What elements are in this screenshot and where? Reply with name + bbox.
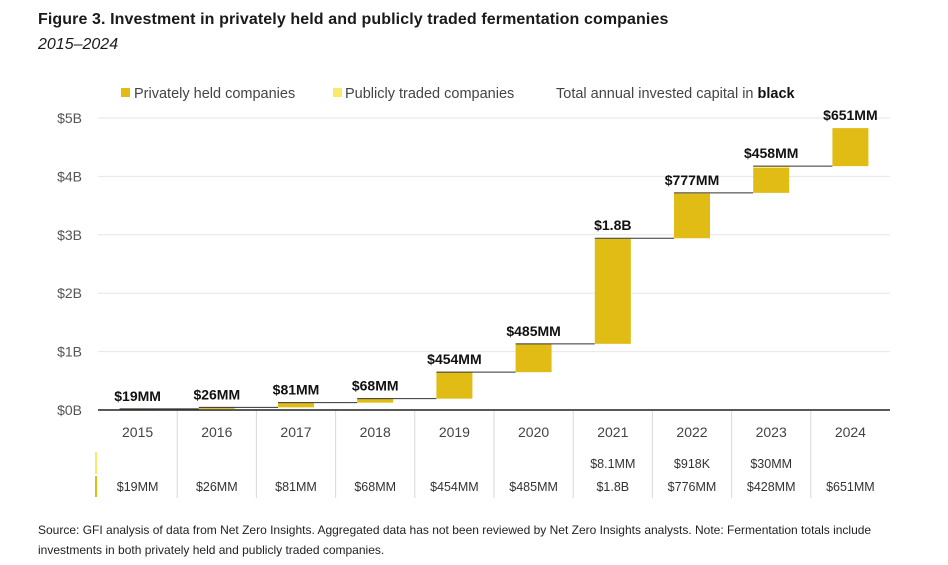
bar-private: [357, 398, 394, 403]
total-label: $1.8B: [594, 217, 631, 233]
table-cell-public: $8.1MM: [590, 457, 635, 471]
bar-public: [753, 166, 790, 168]
x-tick-label: 2020: [518, 424, 549, 440]
bar-private: [753, 167, 790, 193]
y-tick-label: $3B: [57, 227, 82, 243]
legend-label-public: Publicly traded companies: [345, 86, 514, 102]
table-cell-private: $19MM: [117, 480, 159, 494]
table-cell-private: $81MM: [275, 480, 317, 494]
table-cell-private: $776MM: [668, 480, 717, 494]
bar-private: [515, 343, 552, 373]
x-tick-label: 2019: [439, 424, 470, 440]
legend-swatch-private: [121, 88, 130, 97]
bar-private: [674, 192, 710, 239]
table-cell-private: $1.8B: [596, 480, 629, 494]
table-cell-private: $26MM: [196, 480, 238, 494]
table-cell-public: $918K: [674, 457, 711, 471]
bar-private: [436, 372, 473, 399]
table-cell-private: $485MM: [509, 480, 558, 494]
y-tick-label: $5B: [57, 110, 82, 126]
total-label: $81MM: [273, 382, 320, 398]
total-label: $19MM: [114, 388, 161, 404]
x-tick-label: 2018: [360, 424, 391, 440]
legend-total-note: Total annual invested capital in black: [556, 86, 796, 102]
bar-private: [198, 407, 235, 409]
total-label: $68MM: [352, 378, 399, 394]
total-label: $458MM: [744, 145, 798, 161]
y-tick-label: $0B: [57, 402, 82, 418]
x-tick-label: 2024: [835, 424, 866, 440]
table-marker-public: [95, 452, 97, 474]
table-cell-private: $428MM: [747, 480, 796, 494]
total-label: $651MM: [823, 107, 877, 123]
legend-label-private: Privately held companies: [134, 86, 295, 102]
total-label: $777MM: [665, 172, 719, 188]
source-note: Source: GFI analysis of data from Net Ze…: [38, 523, 872, 557]
y-tick-label: $2B: [57, 285, 82, 301]
legend-swatch-public: [333, 88, 342, 97]
x-tick-label: 2016: [201, 424, 232, 440]
chart-title: Figure 3. Investment in privately held a…: [38, 11, 669, 28]
table-cell-private: $68MM: [354, 480, 396, 494]
bar-private: [278, 402, 314, 408]
total-label: $454MM: [427, 351, 481, 367]
table-cell-private: $454MM: [430, 480, 479, 494]
chart-subtitle: 2015–2024: [38, 36, 119, 53]
x-tick-label: 2023: [756, 424, 787, 440]
bar-private: [832, 128, 869, 167]
x-tick-label: 2022: [676, 424, 707, 440]
x-tick-label: 2015: [122, 424, 153, 440]
y-tick-label: $1B: [57, 344, 82, 360]
legend-total-note-text: Total annual invested capital in: [556, 86, 758, 102]
waterfall-chart: Privately held companies Publicly traded …: [57, 86, 890, 498]
x-tick-label: 2017: [280, 424, 311, 440]
total-label: $26MM: [193, 386, 240, 402]
bar-private: [594, 238, 631, 344]
table-cell-public: $30MM: [750, 457, 792, 471]
y-tick-label: $4B: [57, 168, 82, 184]
table-marker-private: [95, 476, 97, 497]
x-tick-label: 2021: [597, 424, 628, 440]
legend-total-note-bold: black: [758, 86, 796, 102]
table-cell-private: $651MM: [826, 480, 875, 494]
total-label: $485MM: [506, 323, 560, 339]
